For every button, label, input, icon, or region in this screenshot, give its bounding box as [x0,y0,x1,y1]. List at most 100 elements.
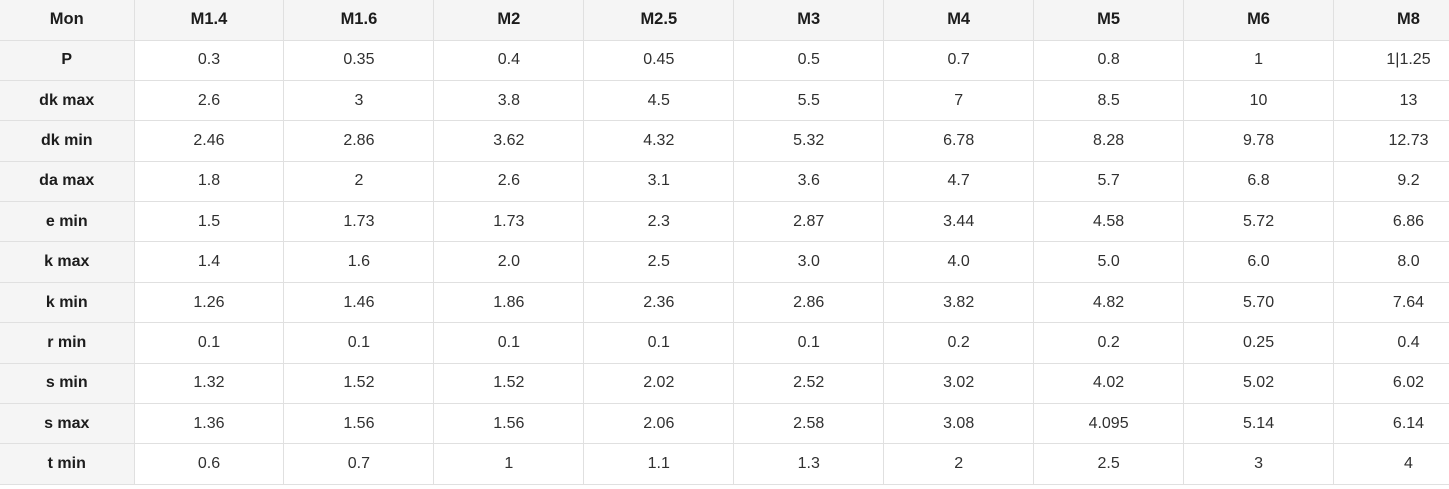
value-cell: 2.3 [583,201,735,243]
value-cell: 1.46 [283,282,435,324]
value-cell: 4.58 [1033,201,1185,243]
value-cell: 2.6 [134,80,285,122]
value-cell: 4 [1333,443,1449,485]
column-header: M1.6 [283,0,435,41]
value-cell: 6.0 [1183,241,1334,283]
value-cell: 5.7 [1033,161,1185,203]
value-cell: 8.5 [1033,80,1185,122]
row-label: da max [0,161,135,203]
value-cell: 5.70 [1183,282,1334,324]
table-header: Mon M1.4 M1.6 M2 M2.5 M3 M4 M5 M6 M8 [0,0,1449,41]
value-cell: 9.2 [1333,161,1449,203]
column-header: M5 [1033,0,1185,41]
row-label: r min [0,322,135,364]
value-cell: 10 [1183,80,1334,122]
value-cell: 1.56 [283,403,435,445]
value-cell: 0.4 [433,40,585,81]
table-row: s max 1.36 1.56 1.56 2.06 2.58 3.08 4.095 5.14 6.… [0,403,1449,445]
value-cell: 6.14 [1333,403,1449,445]
value-cell: 4.5 [583,80,735,122]
value-cell: 2 [883,443,1035,485]
value-cell: 0.4 [1333,322,1449,364]
value-cell: 1.5 [134,201,285,243]
row-label: dk min [0,120,135,162]
value-cell: 4.095 [1033,403,1185,445]
row-label: t min [0,443,135,485]
value-cell: 1.32 [134,363,285,405]
value-cell: 1.26 [134,282,285,324]
header-row: Mon M1.4 M1.6 M2 M2.5 M3 M4 M5 M6 M8 [0,0,1449,41]
value-cell: 1.36 [134,403,285,445]
table-row: t min 0.6 0.7 1 1.1 1.3 2 2.5 3 4 [0,443,1449,485]
value-cell: 1.86 [433,282,585,324]
value-cell: 0.7 [283,443,435,485]
column-header: M1.4 [134,0,285,41]
value-cell: 3.62 [433,120,585,162]
table-row: P 0.3 0.35 0.4 0.45 0.5 0.7 0.8 1 1|1.25 [0,40,1449,81]
value-cell: 0.1 [433,322,585,364]
column-header: M2 [433,0,585,41]
value-cell: 1.1 [583,443,735,485]
value-cell: 5.72 [1183,201,1334,243]
value-cell: 3 [283,80,435,122]
value-cell: 0.1 [283,322,435,364]
value-cell: 5.32 [733,120,885,162]
value-cell: 5.0 [1033,241,1185,283]
value-cell: 5.02 [1183,363,1334,405]
table-row: da max 1.8 2 2.6 3.1 3.6 4.7 5.7 6.8 9.2 [0,161,1449,203]
value-cell: 0.1 [134,322,285,364]
row-label: P [0,40,135,81]
value-cell: 3 [1183,443,1334,485]
value-cell: 6.78 [883,120,1035,162]
value-cell: 13 [1333,80,1449,122]
value-cell: 3.44 [883,201,1035,243]
value-cell: 1.3 [733,443,885,485]
value-cell: 2.5 [583,241,735,283]
value-cell: 2.06 [583,403,735,445]
value-cell: 8.28 [1033,120,1185,162]
value-cell: 0.25 [1183,322,1334,364]
value-cell: 2.58 [733,403,885,445]
value-cell: 0.35 [283,40,435,81]
value-cell: 0.45 [583,40,735,81]
value-cell: 4.0 [883,241,1035,283]
row-label: dk max [0,80,135,122]
table-body: P 0.3 0.35 0.4 0.45 0.5 0.7 0.8 1 1|1.25 dk max 2.6… [0,40,1449,485]
value-cell: 7.64 [1333,282,1449,324]
value-cell: 8.0 [1333,241,1449,283]
corner-header: Mon [0,0,135,41]
value-cell: 2.36 [583,282,735,324]
table-row: e min 1.5 1.73 1.73 2.3 2.87 3.44 4.58 5.72 6.86 [0,201,1449,243]
column-header: M4 [883,0,1035,41]
value-cell: 3.1 [583,161,735,203]
value-cell: 0.5 [733,40,885,81]
value-cell: 2.5 [1033,443,1185,485]
table-row: dk min 2.46 2.86 3.62 4.32 5.32 6.78 8.28 9.78 12… [0,120,1449,162]
value-cell: 1.52 [433,363,585,405]
value-cell: 2.86 [733,282,885,324]
value-cell: 0.1 [733,322,885,364]
value-cell: 5.14 [1183,403,1334,445]
value-cell: 2.0 [433,241,585,283]
value-cell: 2 [283,161,435,203]
value-cell: 4.02 [1033,363,1185,405]
value-cell: 0.1 [583,322,735,364]
value-cell: 0.6 [134,443,285,485]
table-row: r min 0.1 0.1 0.1 0.1 0.1 0.2 0.2 0.25 0.4 [0,322,1449,364]
value-cell: 6.86 [1333,201,1449,243]
value-cell: 4.82 [1033,282,1185,324]
value-cell: 4.7 [883,161,1035,203]
column-header: M2.5 [583,0,735,41]
table-row: k min 1.26 1.46 1.86 2.36 2.86 3.82 4.82 5.70 7.6… [0,282,1449,324]
column-header: M6 [1183,0,1334,41]
table-row: s min 1.32 1.52 1.52 2.02 2.52 3.02 4.02 5.02 6.0… [0,363,1449,405]
value-cell: 7 [883,80,1035,122]
row-label: s min [0,363,135,405]
value-cell: 3.8 [433,80,585,122]
value-cell: 1.73 [433,201,585,243]
value-cell: 2.87 [733,201,885,243]
value-cell: 1.73 [283,201,435,243]
value-cell: 4.32 [583,120,735,162]
value-cell: 0.3 [134,40,285,81]
